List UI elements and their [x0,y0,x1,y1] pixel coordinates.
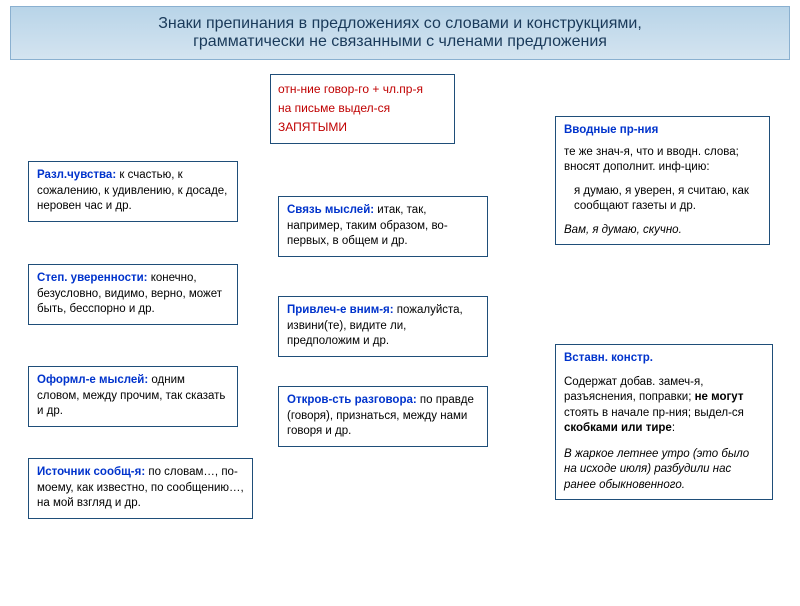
source-title: Источник сообщ-я: [37,466,145,478]
red-l1: отн-ние говор-го + чл.пр-я [278,80,447,99]
red-l3: ЗАПЯТЫМИ [278,118,447,137]
box-insert-constr: Вставн. констр. Содержат добав. замеч-я,… [555,344,773,500]
certainty-title: Степ. уверенности: [37,272,148,284]
intro-p2: я думаю, я уверен, я считаю, как сообщаю… [564,184,761,215]
box-attention: Привлеч-е вним-я: пожалуйста, извини(те)… [278,296,488,357]
box-intro-sentences: Вводные пр-ния те же знач-я, что и вводн… [555,116,770,245]
box-thought-link: Связь мыслей: итак, так, например, таким… [278,196,488,257]
attention-title: Привлеч-е вним-я: [287,304,394,316]
title-line1: Знаки препинания в предложениях со слова… [158,15,642,32]
box-certainty: Степ. уверенности: конечно, безусловно, … [28,264,238,325]
red-l2: на письме выдел-ся [278,99,447,118]
insert-title: Вставн. констр. [564,351,764,367]
thought-form-title: Оформл-е мыслей: [37,374,148,386]
insert-p1: Содержат добав. замеч-я, разъяснения, по… [564,375,764,437]
frankness-title: Откров-сть разговора: [287,394,417,406]
intro-p1: те же знач-я, что и вводн. слова; вносят… [564,145,761,176]
feelings-title: Разл.чувства: [37,169,116,181]
box-frankness: Откров-сть разговора: по правде (говоря)… [278,386,488,447]
box-source: Источник сообщ-я: по словам…, по-моему, … [28,458,253,519]
box-feelings: Разл.чувства: к счастью, к сожалению, к … [28,161,238,222]
box-thought-form: Оформл-е мыслей: одним словом, между про… [28,366,238,427]
insert-p2: В жаркое летнее утро (это было на исходе… [564,447,764,494]
intro-p3: Вам, я думаю, скучно. [564,223,761,239]
title-line2: грамматически не связанными с членами пр… [193,33,607,50]
page-title: Знаки препинания в предложениях со слова… [10,6,790,60]
thought-link-title: Связь мыслей: [287,204,374,216]
intro-title: Вводные пр-ния [564,123,761,139]
note-red: отн-ние говор-го + чл.пр-я на письме выд… [270,74,455,144]
